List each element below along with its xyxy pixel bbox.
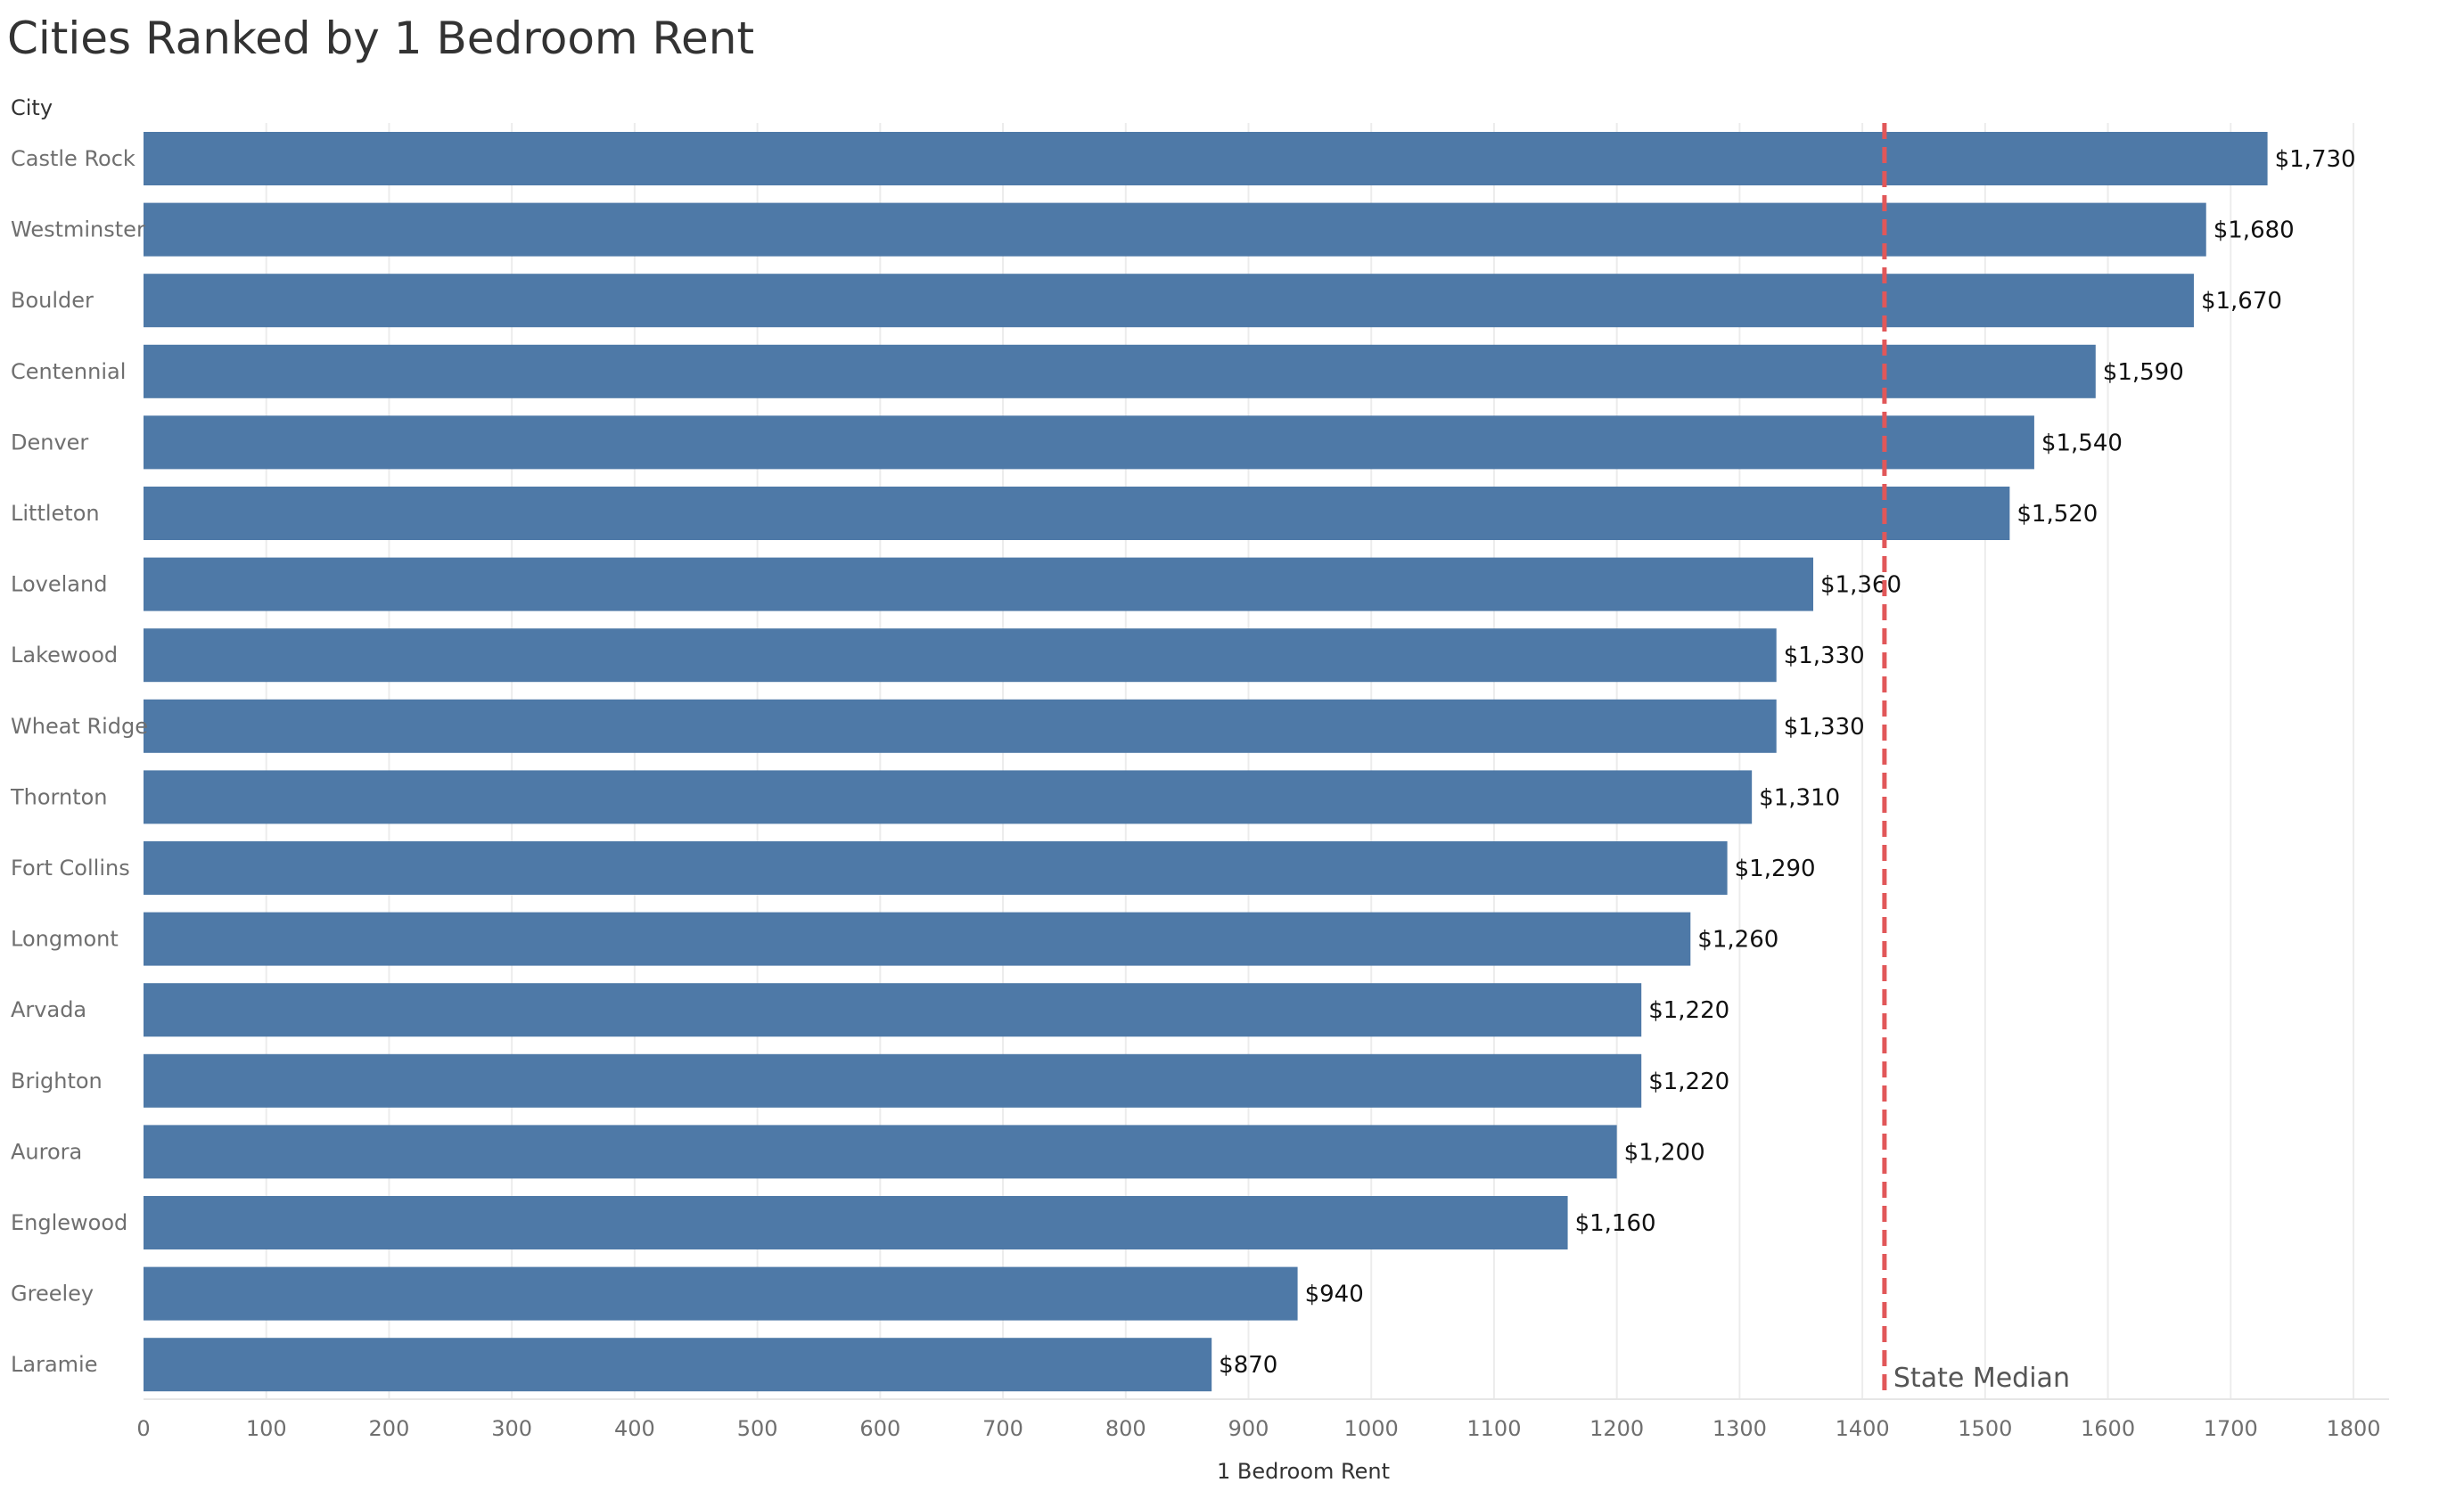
data-label: $1,160 [1575,1210,1656,1237]
category-label: Thornton [10,784,108,809]
data-label: $1,330 [1784,714,1865,741]
bar [144,1338,1212,1392]
data-label: $1,540 [2041,430,2123,456]
x-tick-label: 300 [491,1416,532,1441]
data-label: $1,360 [1820,572,1901,599]
x-tick-label: 700 [982,1416,1023,1441]
x-axis-title: 1 Bedroom Rent [1217,1459,1390,1484]
x-tick-label: 1000 [1344,1416,1399,1441]
x-tick-label: 1300 [1712,1416,1767,1441]
category-label: Littleton [11,501,100,526]
x-tick-label: 800 [1105,1416,1146,1441]
bar [144,1125,1617,1179]
bar [144,912,1691,966]
category-label: Arvada [11,997,86,1022]
category-label: Brighton [11,1069,103,1094]
data-label: $1,260 [1697,927,1778,954]
data-label: $1,520 [2016,501,2098,528]
data-label: $870 [1219,1352,1277,1379]
bars [144,132,2268,1392]
data-label: $1,730 [2275,146,2356,173]
chart-title: Cities Ranked by 1 Bedroom Rent [7,12,755,64]
data-label: $1,220 [1648,997,1729,1024]
bar [144,628,1777,683]
data-label: $1,670 [2201,288,2282,315]
x-tick-label: 600 [859,1416,900,1441]
x-tick-label: 1500 [1958,1416,2012,1441]
reference-line-label: State Median [1893,1363,2070,1394]
bar [144,344,2096,398]
data-label: $940 [1305,1282,1364,1308]
data-label: $1,290 [1735,856,1816,882]
data-label: $1,590 [2103,359,2184,386]
category-label: Wheat Ridge [11,714,148,739]
category-label: Centennial [11,359,126,384]
bar [144,699,1777,753]
bar [144,1053,1642,1108]
reference-line-group: State Median [1882,123,2070,1395]
bar [144,487,2010,540]
x-tick-label: 200 [369,1416,410,1441]
data-label: $1,330 [1784,643,1865,669]
x-tick-label: 400 [614,1416,655,1441]
gridlines [265,123,2354,1399]
bar [144,132,2268,185]
x-tick-label: 1400 [1836,1416,1890,1441]
x-tick-label: 0 [136,1416,150,1441]
x-tick-label: 1800 [2326,1416,2380,1441]
bar [144,415,2034,470]
category-label: Loveland [11,572,107,597]
bar [144,202,2206,257]
x-tick-label: 1200 [1589,1416,1644,1441]
category-label: Laramie [11,1352,97,1377]
category-label: Boulder [11,288,94,313]
bar [144,841,1728,895]
y-axis-title: City [11,95,53,120]
bar [144,557,1814,611]
category-label: Englewood [11,1210,127,1235]
bar [144,1266,1298,1321]
category-label: Greeley [11,1282,94,1307]
bar [144,274,2194,328]
category-label: Denver [11,430,88,455]
x-axis: 0 100 200 300 400 500 600 700 800 900 1000 1100 1200… [136,1398,2389,1484]
x-tick-label: 1600 [2081,1416,2135,1441]
bar [144,1196,1568,1249]
data-label: $1,310 [1759,784,1840,811]
bar [144,770,1753,824]
x-tick-label: 900 [1228,1416,1269,1441]
x-tick-label: 500 [737,1416,778,1441]
category-label: Longmont [11,927,119,952]
labels: City Castle Rock $1,730 Westminster $1,680 Bo… [10,95,2356,1379]
x-tick-label: 1700 [2204,1416,2258,1441]
data-label: $1,200 [1624,1139,1705,1166]
x-tick-label: 1100 [1466,1416,1521,1441]
category-label: Lakewood [11,643,118,668]
x-tick-label: 100 [246,1416,287,1441]
category-label: Fort Collins [11,856,130,881]
data-label: $1,680 [2213,217,2295,244]
category-label: Castle Rock [11,146,136,171]
bar [144,983,1642,1037]
category-label: Westminster [11,217,145,242]
category-label: Aurora [11,1139,82,1164]
data-label: $1,220 [1648,1069,1729,1095]
